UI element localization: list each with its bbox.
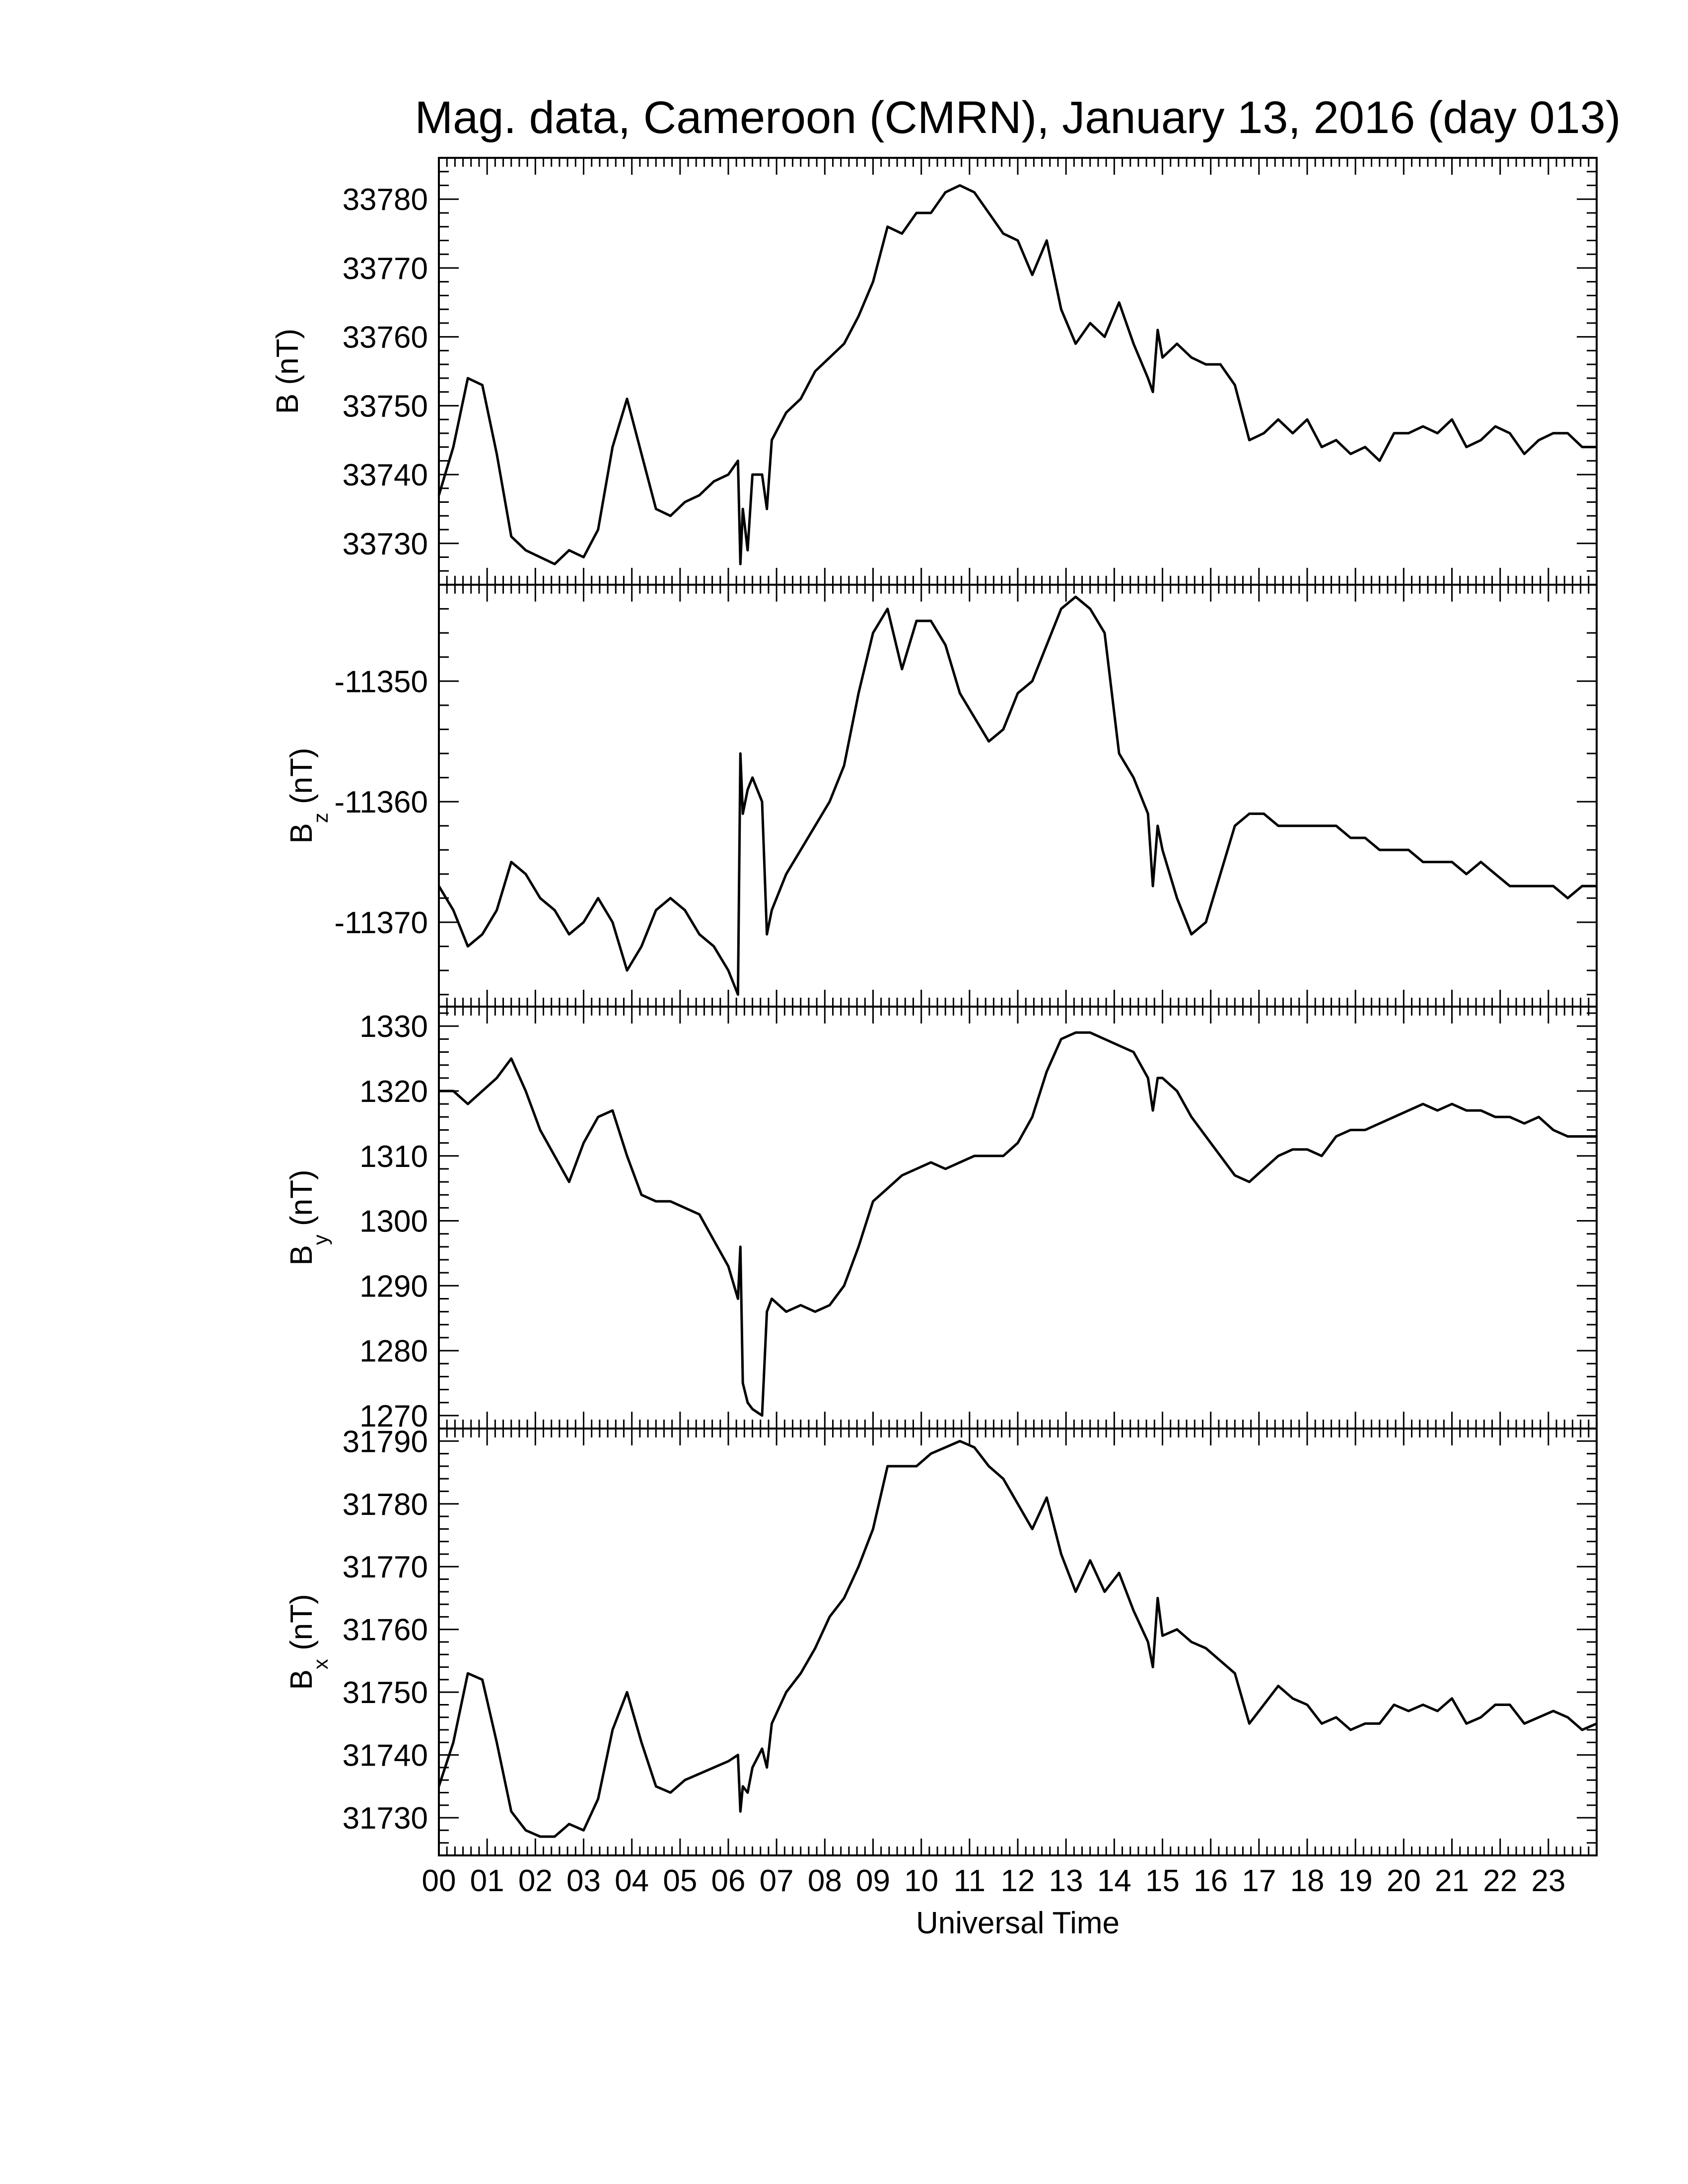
x-tick-label: 12	[1001, 1864, 1035, 1898]
x-tick-label: 10	[904, 1864, 938, 1898]
y-tick-label: 33740	[343, 458, 428, 492]
panel-Bz: -11370 -11360 -11350 Bz (nT)	[284, 584, 1598, 1008]
x-tick-label: 15	[1145, 1864, 1180, 1898]
x-tick-label: 09	[856, 1864, 890, 1898]
y-axis-title-unit: (nT)	[284, 1169, 319, 1234]
y-axis-title-unit: (nT)	[284, 1594, 319, 1659]
y-tick-label: 33760	[343, 321, 428, 355]
x-tick-label: 05	[663, 1864, 697, 1898]
y-tick-label: -11350	[335, 665, 428, 699]
x-axis-title: Universal Time	[916, 1906, 1120, 1940]
x-axis-tick-labels: 00 01 02 03 04 05 06 07 08 09 10 11 12 13 14 15 16 17 18 19…	[422, 1864, 1566, 1898]
y-axis-title-sub: x	[309, 1659, 332, 1669]
y-axis-title-sub: z	[309, 813, 332, 823]
y-tick-label: 1310	[359, 1140, 428, 1174]
x-tick-label: 20	[1387, 1864, 1421, 1898]
y-axis-title-main: B	[284, 1669, 319, 1690]
x-tick-label: 02	[518, 1864, 553, 1898]
panel-By: 1270 1280 1290 1300 1310 1320 1330 By (nT)	[284, 1006, 1598, 1433]
x-tick-label: 14	[1097, 1864, 1131, 1898]
y-axis-title: Bx (nT)	[284, 1594, 332, 1690]
y-tick-label: 1280	[359, 1334, 428, 1368]
y-tick-label: 1320	[359, 1075, 428, 1109]
x-tick-label: 03	[566, 1864, 601, 1898]
y-axis-title-main: B	[271, 394, 305, 414]
y-axis-title: Bz (nT)	[284, 748, 332, 843]
x-tick-label: 16	[1194, 1864, 1228, 1898]
y-tick-label: -11360	[335, 785, 428, 819]
x-tick-label: 19	[1338, 1864, 1373, 1898]
y-tick-label: 31740	[343, 1739, 428, 1773]
y-tick-label: 31730	[343, 1801, 428, 1836]
y-axis-title-unit: (nT)	[284, 748, 319, 813]
series-line-B	[437, 184, 1597, 565]
series-line-By	[439, 1031, 1597, 1417]
x-tick-label: 04	[615, 1864, 649, 1898]
y-tick-label: 1290	[359, 1269, 428, 1303]
x-tick-label: 11	[954, 1864, 985, 1898]
y-axis-title-main: B	[284, 1245, 319, 1265]
y-tick-label: 31780	[343, 1488, 428, 1522]
x-tick-label: 23	[1531, 1864, 1565, 1898]
y-tick-label: 31760	[343, 1613, 428, 1647]
x-tick-label: 08	[808, 1864, 842, 1898]
y-tick-label: 33770	[343, 252, 428, 286]
y-axis-title: B (nT)	[271, 329, 305, 414]
y-tick-label: 31790	[343, 1425, 428, 1459]
y-tick-label: 33780	[343, 183, 428, 217]
x-tick-label: 06	[711, 1864, 746, 1898]
chart-title: Mag. data, Cameroon (CMRN), January 13, …	[415, 92, 1621, 143]
y-tick-label: 1270	[359, 1399, 428, 1433]
y-tick-label: 33730	[343, 527, 428, 561]
y-axis-title-sub: y	[309, 1234, 332, 1245]
x-tick-label: 07	[760, 1864, 794, 1898]
y-tick-label: 31750	[343, 1676, 428, 1710]
x-tick-label: 21	[1435, 1864, 1469, 1898]
x-tick-label: 13	[1049, 1864, 1083, 1898]
x-tick-label: 22	[1483, 1864, 1517, 1898]
x-tick-label: 18	[1290, 1864, 1325, 1898]
panel-B: 33730 33740 33750 33760 33770 33780 B (nT)	[271, 157, 1598, 586]
x-tick-label: 00	[422, 1864, 456, 1898]
y-axis-title: By (nT)	[284, 1169, 332, 1265]
y-tick-label: 31770	[343, 1550, 428, 1584]
y-tick-label: 33750	[343, 389, 428, 423]
y-axis-title-unit: (nT)	[271, 329, 305, 394]
series-line-Bz	[437, 595, 1597, 996]
y-axis-title-main: B	[284, 823, 319, 843]
x-tick-label: 01	[470, 1864, 504, 1898]
y-tick-label: 1330	[359, 1010, 428, 1044]
x-tick-label: 17	[1242, 1864, 1276, 1898]
y-tick-label: -11370	[335, 906, 428, 940]
y-tick-label: 1300	[359, 1205, 428, 1239]
series-line-Bx	[437, 1439, 1597, 1838]
panel-Bx: 31730 31740 31750 31760 31770 31780 31790 Bx (n…	[284, 1425, 1598, 1856]
